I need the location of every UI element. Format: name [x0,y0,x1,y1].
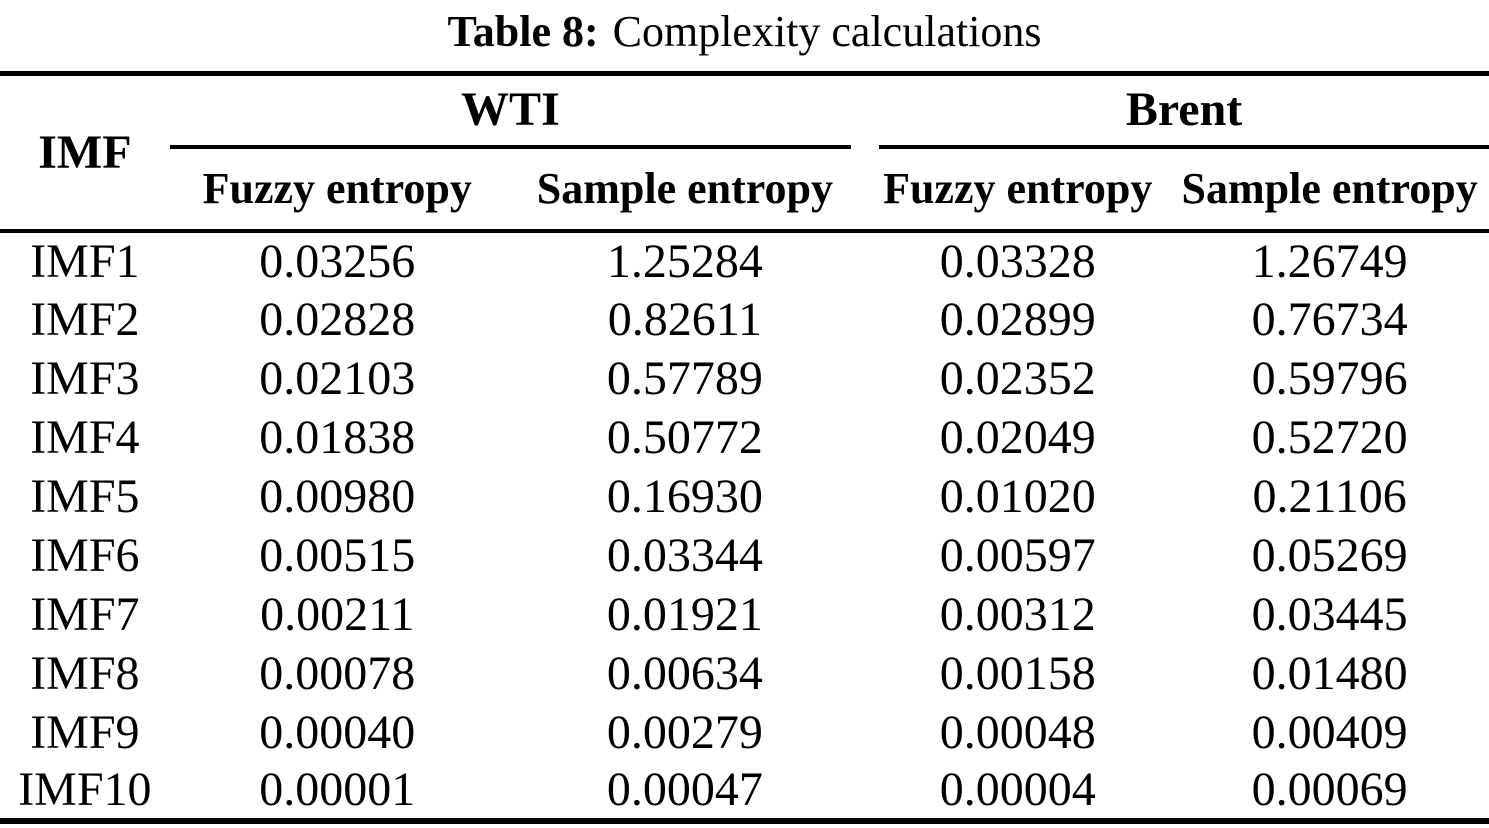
cell-wti-fuzzy: 0.00515 [259,528,416,582]
cell-brent-sample: 0.01480 [1251,646,1408,700]
cell-brent-fuzzy: 0.00312 [939,587,1096,641]
table-row: IMF5 0.00980 0.16930 0.01020 0.21106 [0,467,1489,526]
cell-brent-sample: 0.59796 [1251,351,1408,405]
caption-label: Table 8: [447,7,599,56]
cell-wti-sample: 0.57789 [606,351,763,405]
cell-brent-fuzzy: 0.00048 [939,705,1096,759]
group-header-brent: Brent [865,74,1489,149]
cell-brent-sample: 0.05269 [1251,528,1408,582]
cell-wti-fuzzy: 0.02828 [259,292,416,346]
subheader-brent-sample: Sample entropy [1181,164,1478,213]
cell-wti-fuzzy: 0.00211 [260,587,415,641]
cell-brent-sample: 0.52720 [1251,410,1408,464]
cell-brent-fuzzy: 0.03328 [939,234,1096,288]
cell-wti-sample: 1.25284 [606,234,763,288]
table-body: IMF1 0.03256 1.25284 0.03328 1.26749 IMF… [0,231,1489,821]
cell-brent-fuzzy: 0.02352 [939,351,1096,405]
cell-brent-fuzzy: 0.00597 [939,528,1096,582]
table-caption: Table 8: Complexity calculations [0,0,1489,71]
complexity-table: IMF WTI Brent Fuzzy entropy Sample entro… [0,71,1489,824]
table-row: IMF4 0.01838 0.50772 0.02049 0.52720 [0,408,1489,467]
cell-brent-sample: 1.26749 [1251,234,1408,288]
table-row: IMF7 0.00211 0.01921 0.00312 0.03445 [0,585,1489,644]
row-label: IMF3 [30,351,140,405]
cell-wti-fuzzy: 0.00980 [259,469,416,523]
subheader-brent-fuzzy: Fuzzy entropy [883,164,1153,213]
cell-wti-fuzzy: 0.00078 [259,646,416,700]
row-label: IMF5 [30,469,140,523]
row-label: IMF8 [30,646,140,700]
cell-brent-sample: 0.00069 [1251,763,1408,816]
table-row: IMF6 0.00515 0.03344 0.00597 0.05269 [0,526,1489,585]
row-label: IMF7 [30,587,140,641]
cell-wti-sample: 0.16930 [606,469,763,523]
row-label: IMF9 [30,705,140,759]
row-label: IMF1 [30,234,140,288]
cell-brent-fuzzy: 0.00004 [939,763,1096,816]
cell-brent-fuzzy: 0.00158 [939,646,1096,700]
group-header-wti-label: WTI [461,82,560,136]
cell-wti-fuzzy: 0.02103 [259,351,416,405]
cell-wti-fuzzy: 0.00040 [259,705,416,759]
table-row: IMF8 0.00078 0.00634 0.00158 0.01480 [0,644,1489,703]
cell-brent-sample: 0.00409 [1251,705,1408,759]
group-header-wti: WTI [169,74,865,149]
cell-wti-sample: 0.00047 [606,763,763,816]
cell-brent-sample: 0.21106 [1252,469,1407,523]
table-row: IMF9 0.00040 0.00279 0.00048 0.00409 [0,703,1489,762]
subheader-wti-sample: Sample entropy [536,164,834,213]
cell-wti-fuzzy: 0.00001 [259,763,416,816]
col-header-imf: IMF [38,125,132,179]
cell-wti-sample: 0.00279 [606,705,763,759]
table-row: IMF10 0.00001 0.00047 0.00004 0.00069 [0,762,1489,821]
row-label: IMF6 [30,528,140,582]
cell-wti-fuzzy: 0.01838 [259,410,416,464]
cell-wti-fuzzy: 0.03256 [259,234,416,288]
wti-cmidrule: WTI [169,82,852,149]
table-row: IMF2 0.02828 0.82611 0.02899 0.76734 [0,290,1489,349]
subheader-wti-fuzzy: Fuzzy entropy [202,164,472,213]
brent-cmidrule: Brent [879,82,1489,149]
group-header-brent-label: Brent [1125,82,1243,136]
caption-text: Complexity calculations [612,7,1042,56]
cell-brent-fuzzy: 0.02049 [939,410,1096,464]
row-label: IMF4 [30,410,140,464]
cell-brent-fuzzy: 0.01020 [939,469,1096,523]
table-row: IMF1 0.03256 1.25284 0.03328 1.26749 [0,231,1489,290]
cell-wti-sample: 0.82611 [607,292,763,346]
cell-brent-fuzzy: 0.02899 [939,292,1096,346]
subheader-row: Fuzzy entropy Sample entropy Fuzzy entro… [0,149,1489,231]
row-label: IMF2 [30,292,140,346]
group-header-row: IMF WTI Brent [0,74,1489,179]
table-row: IMF3 0.02103 0.57789 0.02352 0.59796 [0,349,1489,408]
cell-brent-sample: 0.03445 [1251,587,1408,641]
cell-brent-sample: 0.76734 [1251,292,1408,346]
cell-wti-sample: 0.00634 [606,646,763,700]
cell-wti-sample: 0.01921 [606,587,763,641]
cell-wti-sample: 0.50772 [606,410,763,464]
table-header: IMF WTI Brent Fuzzy entropy Sample entro… [0,74,1489,231]
row-label: IMF10 [18,763,152,816]
cell-wti-sample: 0.03344 [606,528,763,582]
